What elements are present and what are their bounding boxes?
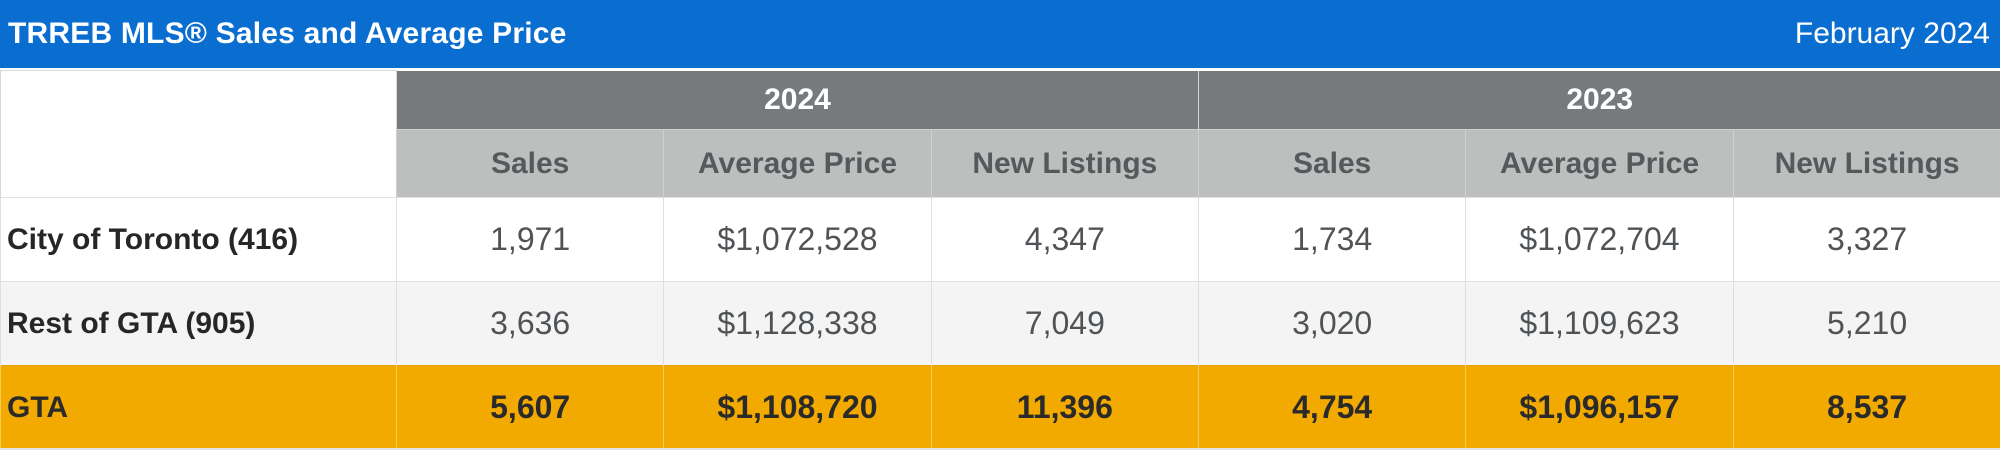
- bottom-divider: [0, 448, 2000, 450]
- table-cell: 3,020: [1197, 281, 1466, 366]
- table-cell: $1,096,157: [1465, 365, 1734, 450]
- table-cell: $1,128,338: [663, 281, 932, 366]
- report-title: TRREB MLS® Sales and Average Price: [8, 17, 567, 50]
- table-row-gta-total: GTA 5,607 $1,108,720 11,396 4,754 $1,096…: [0, 365, 2000, 450]
- table-cell: $1,108,720: [663, 365, 932, 450]
- table-cell: 3,636: [395, 281, 664, 366]
- table-cell: 5,607: [395, 365, 664, 450]
- row-label: Rest of GTA (905): [0, 281, 397, 366]
- table-row-rest-of-gta: Rest of GTA (905) 3,636 $1,128,338 7,049…: [0, 281, 2000, 366]
- title-bar: TRREB MLS® Sales and Average Price Febru…: [0, 0, 2000, 68]
- column-header-row: Sales Average Price New Listings Sales A…: [1, 129, 2000, 198]
- table-cell: 1,971: [395, 197, 664, 282]
- corner-cell: [0, 70, 397, 198]
- row-label: City of Toronto (416): [0, 197, 397, 282]
- column-header: Average Price: [663, 129, 932, 198]
- column-header: New Listings: [930, 129, 1199, 198]
- year-header-2023: 2023: [1197, 70, 2000, 130]
- row-label: GTA: [0, 365, 397, 450]
- table-cell: $1,072,704: [1465, 197, 1734, 282]
- table-cell: 3,327: [1732, 197, 2000, 282]
- table-cell: 5,210: [1732, 281, 2000, 366]
- year-header-2024: 2024: [396, 70, 1199, 130]
- table-cell: $1,072,528: [663, 197, 932, 282]
- column-header: Sales: [1197, 129, 1466, 198]
- table-cell: 1,734: [1197, 197, 1466, 282]
- column-header: New Listings: [1732, 129, 2000, 198]
- column-header: Average Price: [1465, 129, 1734, 198]
- table-cell: 8,537: [1732, 365, 2000, 450]
- table-cell: 7,049: [930, 281, 1199, 366]
- table-cell: 4,754: [1197, 365, 1466, 450]
- table-cell: 4,347: [930, 197, 1199, 282]
- table-cell: $1,109,623: [1465, 281, 1734, 366]
- year-header-row: 2024 2023: [0, 70, 2000, 198]
- report-period: February 2024: [1794, 17, 1990, 50]
- table-row-toronto: City of Toronto (416) 1,971 $1,072,528 4…: [0, 197, 2000, 282]
- table-cell: 11,396: [930, 365, 1199, 450]
- column-header: Sales: [395, 129, 664, 198]
- sales-table: 2024 2023 Sales Average Price New Listin…: [0, 70, 2000, 450]
